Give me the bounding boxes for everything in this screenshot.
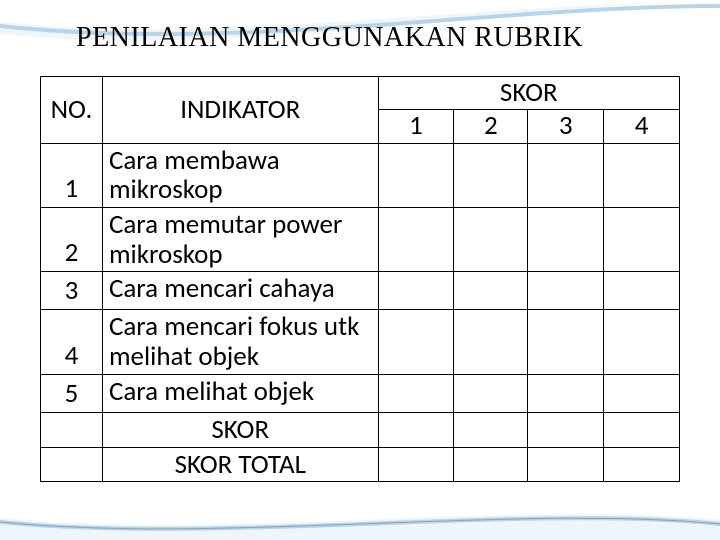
table-row: 3 Cara mencari cahaya	[41, 272, 680, 310]
cell-no: 3	[41, 272, 103, 310]
cell-no-empty	[41, 412, 103, 447]
cell-no: 4	[41, 310, 103, 374]
cell-score-3	[528, 208, 604, 272]
cell-no: 1	[41, 143, 103, 207]
cell-score-1	[378, 208, 454, 272]
rubrik-table: NO. INDIKATOR SKOR 1 2 3 4 1 Cara membaw…	[40, 76, 680, 482]
cell-score-4	[604, 412, 680, 447]
cell-score-1	[378, 447, 454, 482]
cell-score-2	[454, 310, 528, 374]
cell-indikator: Cara membawa mikroskop	[102, 143, 378, 207]
cell-no-empty	[41, 447, 103, 482]
cell-score-3	[528, 143, 604, 207]
th-skor-1: 1	[378, 110, 454, 143]
cell-score-1	[378, 272, 454, 310]
cell-score-4	[604, 208, 680, 272]
table-row: 2 Cara memutar power mikroskop	[41, 208, 680, 272]
cell-score-2	[454, 447, 528, 482]
th-skor: SKOR	[378, 77, 679, 110]
cell-score-3	[528, 374, 604, 412]
cell-skor-label: SKOR	[102, 412, 378, 447]
table-row: 4 Cara mencari fokus utk melihat objek	[41, 310, 680, 374]
cell-score-2	[454, 272, 528, 310]
cell-score-3	[528, 412, 604, 447]
th-indikator: INDIKATOR	[102, 77, 378, 144]
cell-skor-total-label: SKOR TOTAL	[102, 447, 378, 482]
cell-score-3	[528, 272, 604, 310]
cell-score-2	[454, 374, 528, 412]
page-title: PENILAIAN MENGGUNAKAN RUBRIK	[76, 22, 583, 54]
cell-score-4	[604, 447, 680, 482]
cell-score-3	[528, 310, 604, 374]
th-skor-4: 4	[604, 110, 680, 143]
cell-score-1	[378, 412, 454, 447]
cell-score-1	[378, 143, 454, 207]
header-row-1: NO. INDIKATOR SKOR	[41, 77, 680, 110]
cell-score-4	[604, 272, 680, 310]
cell-score-2	[454, 412, 528, 447]
th-skor-3: 3	[528, 110, 604, 143]
cell-score-4	[604, 374, 680, 412]
th-no: NO.	[41, 77, 103, 144]
cell-score-2	[454, 208, 528, 272]
cell-indikator: Cara mencari fokus utk melihat objek	[102, 310, 378, 374]
footer-row-skor-total: SKOR TOTAL	[41, 447, 680, 482]
cell-indikator: Cara memutar power mikroskop	[102, 208, 378, 272]
cell-no: 2	[41, 208, 103, 272]
decorative-bottom-curve	[0, 490, 720, 540]
cell-indikator: Cara mencari cahaya	[102, 272, 378, 310]
cell-no: 5	[41, 374, 103, 412]
cell-score-2	[454, 143, 528, 207]
cell-score-1	[378, 310, 454, 374]
cell-score-1	[378, 374, 454, 412]
table-row: 5 Cara melihat objek	[41, 374, 680, 412]
footer-row-skor: SKOR	[41, 412, 680, 447]
table-row: 1 Cara membawa mikroskop	[41, 143, 680, 207]
th-skor-2: 2	[454, 110, 528, 143]
cell-indikator: Cara melihat objek	[102, 374, 378, 412]
cell-score-4	[604, 143, 680, 207]
cell-score-4	[604, 310, 680, 374]
cell-score-3	[528, 447, 604, 482]
